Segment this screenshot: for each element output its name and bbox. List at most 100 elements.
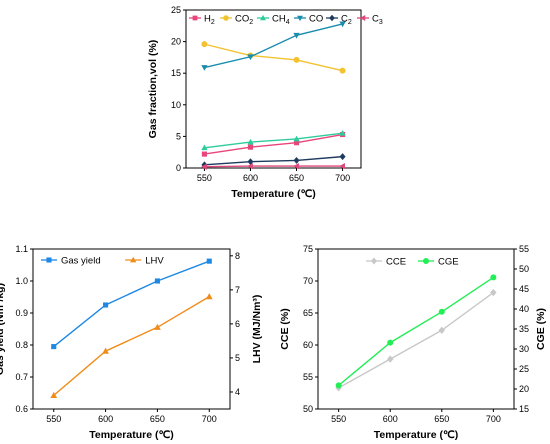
gas-fraction-c2-line xyxy=(204,155,343,166)
gas-fraction-h2-point xyxy=(293,140,300,146)
gas-fraction-y-tick-label: 0 xyxy=(176,163,181,173)
lhv-series-line xyxy=(53,296,210,396)
gas-fraction-co2-point xyxy=(293,56,300,63)
cge-y2-axis-label: CGE (%) xyxy=(535,308,547,350)
gas-fraction-x-tick-label: 650 xyxy=(289,173,304,183)
cce-series-point xyxy=(387,355,394,363)
legend-ch4-label: CH4 xyxy=(272,14,290,27)
cce-y-axis-label: CCE (%) xyxy=(279,308,291,349)
gas-fraction-co2-point xyxy=(201,41,208,48)
gas-fraction-y-tick-label: 15 xyxy=(171,68,181,78)
legend-co2-label: CO2 xyxy=(235,14,253,27)
gas-fraction-co-point xyxy=(247,54,254,61)
gas-yield-x-tick-label: 700 xyxy=(202,414,217,424)
cce-y-tick-label: 60 xyxy=(303,340,313,350)
gas-fraction-h2-point xyxy=(247,144,254,150)
lhv-series-point xyxy=(154,323,161,330)
gas-yield-series-point xyxy=(51,344,57,350)
cce-series-point xyxy=(490,288,497,297)
efficiency-x-tick-label: 550 xyxy=(331,414,346,424)
gas-yield-x-tick-label: 550 xyxy=(46,414,61,424)
legend-ch4-marker xyxy=(260,14,266,21)
gas-fraction-x-tick-label: 700 xyxy=(335,173,350,183)
legend-co-label: CO xyxy=(309,14,323,25)
gas-fraction-c2-point xyxy=(201,161,208,169)
cce-y-tick-label: 55 xyxy=(303,372,313,382)
gas-yield-y-tick-label: 0.9 xyxy=(15,308,28,318)
efficiency-x-tick-label: 600 xyxy=(383,414,398,424)
efficiency-x-axis-label: Temperature (℃) xyxy=(374,429,459,441)
gas-yield-series-point xyxy=(154,278,160,284)
gas-fraction-co-point xyxy=(201,65,208,71)
cge-y2-tick-label: 35 xyxy=(519,324,529,334)
gas-yield-x-axis-label: Temperature (℃) xyxy=(89,429,174,441)
gas-fraction-co-point xyxy=(293,32,300,39)
gas-yield-y-tick-label: 0.7 xyxy=(15,372,28,382)
cge-y2-tick-label: 55 xyxy=(519,244,529,254)
cge-series-point xyxy=(335,382,342,389)
gas-fraction-ch4-point xyxy=(339,129,346,136)
cge-series-line xyxy=(338,276,494,386)
gas-fraction-y-axis-label: Gas fraction,vol (%) xyxy=(147,40,159,139)
cge-series-point xyxy=(490,274,497,281)
lhv-series-point xyxy=(50,391,58,398)
cce-y-tick-label: 65 xyxy=(303,308,313,318)
gas-yield-series-point xyxy=(206,258,212,264)
gas-yield-x-tick-label: 600 xyxy=(98,414,113,424)
legend-c2-marker xyxy=(329,14,335,22)
lhv-y2-tick-label: 6 xyxy=(235,319,240,329)
gas-fraction-y-tick-label: 20 xyxy=(171,37,181,47)
gas-fraction-x-tick-label: 550 xyxy=(197,173,212,183)
gas-fraction-y-tick-label: 5 xyxy=(176,131,181,141)
gas-fraction-c2-point xyxy=(247,158,254,166)
cce-y-tick-label: 75 xyxy=(303,244,313,254)
gas-fraction-c3-point xyxy=(201,163,207,170)
gas-fraction-h2-point xyxy=(201,151,207,157)
legend-h2-marker xyxy=(192,15,198,21)
efficiency-x-tick-label: 700 xyxy=(486,414,501,424)
cge-series-point xyxy=(438,308,445,315)
cge-series-point xyxy=(387,339,394,346)
lhv-y2-tick-label: 7 xyxy=(235,285,240,295)
gas-fraction-h2-line xyxy=(204,133,343,155)
gas-fraction-c3-point xyxy=(339,162,345,170)
gas-fraction-ch4-point xyxy=(293,135,300,142)
gas-fraction-c3-point xyxy=(247,162,253,170)
efficiency-x-tick-label: 650 xyxy=(434,414,449,424)
legend-c3-marker xyxy=(359,15,366,21)
cce-y-tick-label: 70 xyxy=(303,276,313,286)
cge-y2-tick-label: 25 xyxy=(519,364,529,374)
cge-y2-tick-label: 40 xyxy=(519,304,529,314)
legend-c2-label: C2 xyxy=(341,14,352,27)
gas-fraction-co-line xyxy=(204,23,343,69)
legend-cge-label: CGE xyxy=(438,257,459,268)
gas-fraction-x-axis-label: Temperature (℃) xyxy=(231,188,316,200)
legend-c3-label: C3 xyxy=(372,14,383,27)
gas-fraction-ch4-point xyxy=(201,144,208,151)
lhv-y2-tick-label: 8 xyxy=(235,251,240,261)
gas-yield-y-tick-label: 1.0 xyxy=(15,276,28,286)
efficiency-plot-frame xyxy=(317,248,515,410)
lhv-y2-tick-label: 4 xyxy=(235,387,240,397)
gas-yield-series-line xyxy=(53,260,210,348)
legend-cce-marker xyxy=(371,257,377,265)
legend-lhv-label: LHV xyxy=(145,256,164,267)
legend-co-marker xyxy=(297,15,303,22)
legend-gas-yield-label: Gas yield xyxy=(61,256,101,267)
gas-fraction-co2-line xyxy=(204,43,343,72)
cce-series-point xyxy=(438,326,445,334)
cge-y2-tick-label: 50 xyxy=(519,264,529,274)
cge-y2-tick-label: 15 xyxy=(519,404,529,414)
gas-fraction-plot-frame xyxy=(185,9,362,169)
legend-gas-yield-marker xyxy=(46,257,52,263)
cge-y2-tick-label: 30 xyxy=(519,344,529,354)
gas-fraction-c2-point xyxy=(339,153,346,161)
legend-lhv-marker xyxy=(130,256,137,263)
gas-fraction-ch4-line xyxy=(204,132,343,149)
gas-fraction-co-point xyxy=(339,21,346,28)
gas-fraction-co2-point xyxy=(339,67,346,74)
lhv-y2-tick-label: 5 xyxy=(235,353,240,363)
gas-yield-series-point xyxy=(103,302,109,308)
gas-fraction-ch4-point xyxy=(247,138,254,145)
